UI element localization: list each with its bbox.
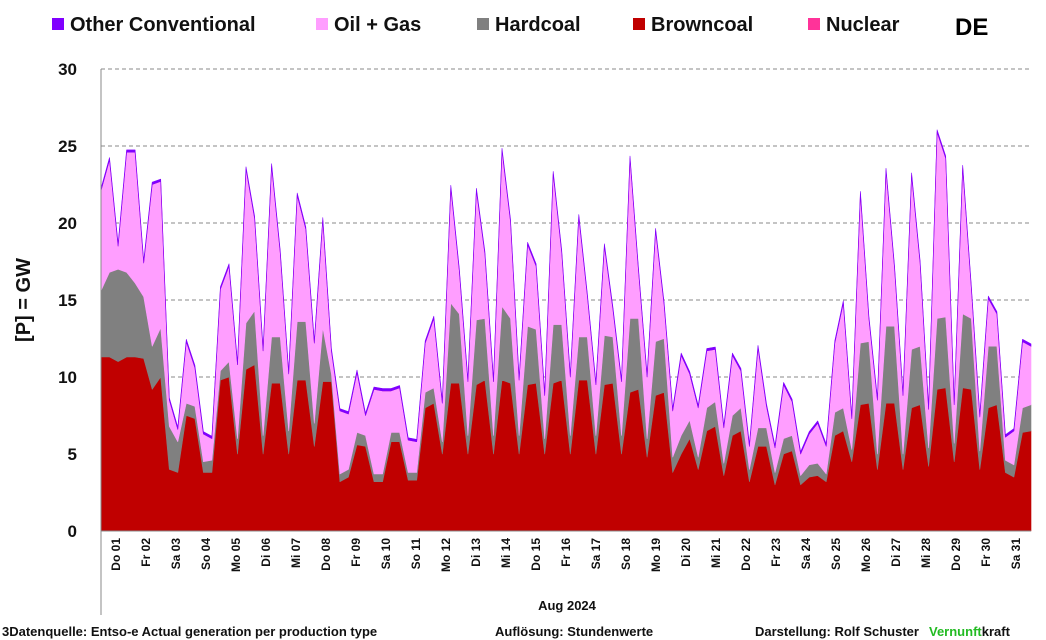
x-tick-label: Fr 30 <box>979 538 993 567</box>
footer-source: 3Datenquelle: Entso-e Actual generation … <box>2 624 377 639</box>
x-tick-label: Mi 07 <box>289 538 303 568</box>
x-tick-label: Di 06 <box>259 538 273 567</box>
x-tick-label: Mo 12 <box>439 538 453 572</box>
x-tick-label: Sa 17 <box>589 538 603 570</box>
y-tick-labels: 0 5 10 15 20 25 30 <box>58 60 77 541</box>
x-tick-label: Di 13 <box>469 538 483 567</box>
x-tick-label: Mo 26 <box>859 538 873 572</box>
legend-swatch-oil-gas <box>316 18 328 30</box>
x-axis-label: Aug 2024 <box>538 598 597 613</box>
y-tick-label: 30 <box>58 60 77 79</box>
legend-label: Nuclear <box>826 14 900 36</box>
x-tick-label: Sa 24 <box>799 538 813 570</box>
y-tick-label: 20 <box>58 214 77 233</box>
y-tick-label: 15 <box>58 291 77 310</box>
x-tick-label: Do 08 <box>319 538 333 571</box>
legend-swatch-hardcoal <box>477 18 489 30</box>
x-tick-label: Fr 16 <box>559 538 573 567</box>
y-tick-label: 25 <box>58 137 77 156</box>
legend-label: Oil + Gas <box>334 14 421 36</box>
x-tick-label: So 04 <box>199 538 213 570</box>
footer-resolution: Auflösung: Stundenwerte <box>495 624 653 639</box>
brand-part1: Vernunft <box>929 624 982 639</box>
x-tick-label: Fr 02 <box>139 538 153 567</box>
footer-brand: Vernunftkraft <box>929 624 1011 639</box>
x-tick-label: Sa 10 <box>379 538 393 570</box>
brand-part2: kraft <box>982 624 1011 639</box>
y-tick-label: 0 <box>68 522 77 541</box>
x-tick-label: Mi 14 <box>499 538 513 568</box>
x-tick-label: So 18 <box>619 538 633 570</box>
x-tick-label: Fr 23 <box>769 538 783 567</box>
legend-label: Hardcoal <box>495 14 581 36</box>
x-tick-label: Do 01 <box>109 538 123 571</box>
stacked-areas <box>100 129 1032 532</box>
x-tick-label: Mi 28 <box>919 538 933 568</box>
x-tick-label: Mo 19 <box>649 538 663 572</box>
legend: Other Conventional Oil + Gas Hardcoal Brown… <box>52 14 900 36</box>
legend-swatch-nuclear <box>808 18 820 30</box>
x-tick-label: Sa 31 <box>1009 538 1023 570</box>
legend-swatch-browncoal <box>633 18 645 30</box>
legend-label: Other Conventional <box>70 14 256 36</box>
footer-author: Darstellung: Rolf Schuster <box>755 624 919 639</box>
x-tick-label: Fr 09 <box>349 538 363 567</box>
x-tick-label: Do 22 <box>739 538 753 571</box>
x-tick-label: So 25 <box>829 538 843 570</box>
y-axis-label: [P] = GW <box>13 258 35 342</box>
y-tick-label: 5 <box>68 445 77 464</box>
x-tick-label: Di 20 <box>679 538 693 567</box>
x-tick-label: Do 15 <box>529 538 543 571</box>
legend-label: Browncoal <box>651 14 753 36</box>
x-tick-label: Mo 05 <box>229 538 243 572</box>
x-tick-label: Sa 03 <box>169 538 183 570</box>
x-tick-label: Do 29 <box>949 538 963 571</box>
x-tick-label: So 11 <box>409 538 423 570</box>
x-tick-labels: Do 01 Fr 02 Sa 03 So 04 Mo 05 Di 06 Mi 07 Do 08… <box>109 538 1023 572</box>
series-other-conventional <box>100 129 1032 455</box>
legend-swatch-other-conventional <box>52 18 64 30</box>
country-label: DE <box>955 14 988 41</box>
y-tick-label: 10 <box>58 368 77 387</box>
x-tick-label: Mi 21 <box>709 538 723 568</box>
axes <box>100 69 1031 615</box>
x-tick-label: Di 27 <box>889 538 903 567</box>
